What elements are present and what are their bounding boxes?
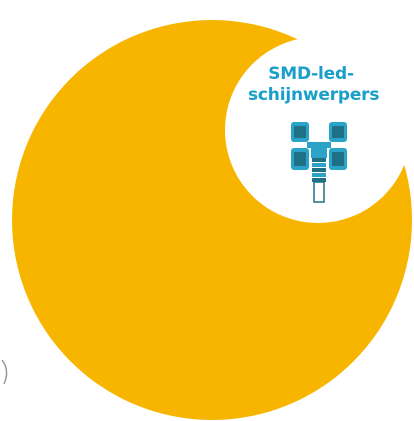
yellow-circle	[12, 20, 412, 420]
badge-title-line-2: schijnwerpers	[248, 85, 380, 105]
badge-title-line-1: SMD-led-	[268, 64, 354, 84]
badge-title: SMD-led- schijnwerpers	[248, 64, 380, 106]
edge-arc-mark	[1, 359, 8, 385]
smd-led-floodlight-icon	[291, 122, 347, 203]
